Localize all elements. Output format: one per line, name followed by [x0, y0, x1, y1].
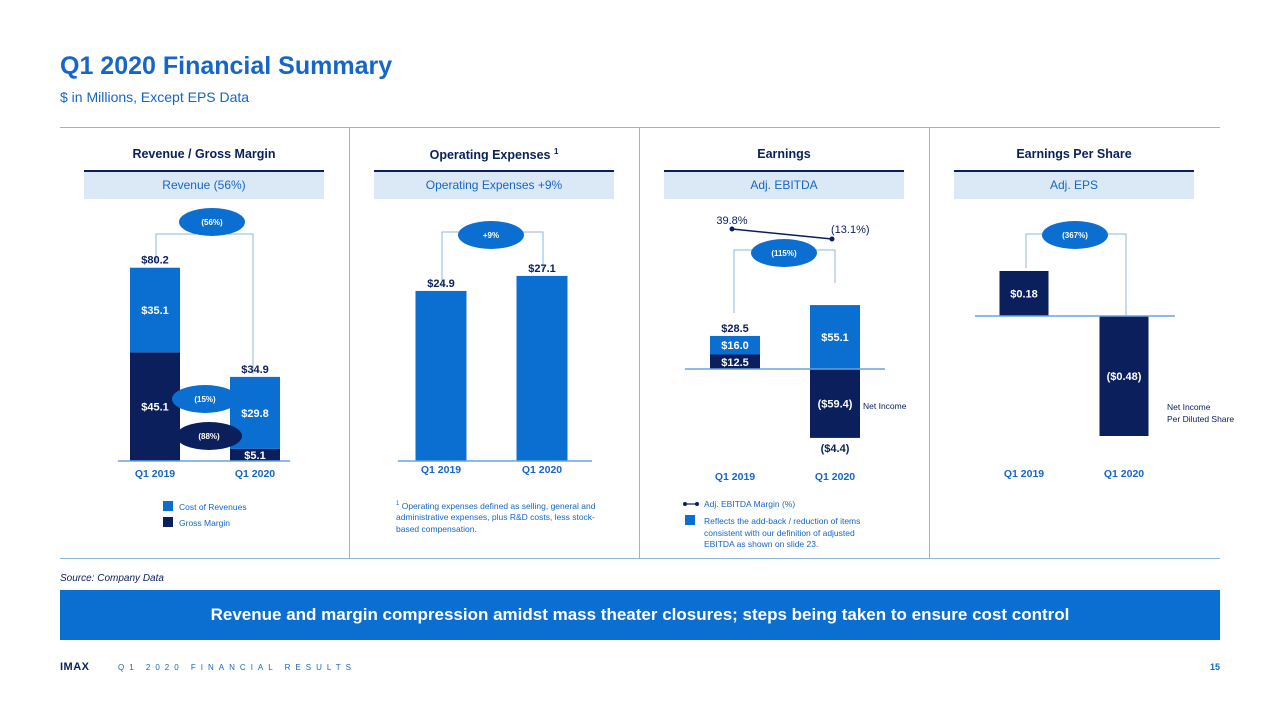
legend-swatch-addback [685, 515, 695, 525]
bar-total-label: $27.1 [528, 263, 556, 275]
bar-segment [130, 267, 180, 353]
category-label: Q1 2020 [235, 468, 275, 480]
legend-swatch-gross-margin [163, 517, 173, 527]
page-number: 15 [1209, 662, 1220, 672]
bar-segment [1099, 316, 1149, 436]
net-income-label: Net Income [863, 401, 907, 411]
bar-total-label: ($4.4) [821, 443, 850, 455]
eps-note: Net Income Per Diluted Share [1167, 402, 1234, 425]
bar-segment [810, 305, 860, 369]
bar-segment [710, 335, 760, 355]
column-divider [349, 128, 350, 558]
bar-value-label: ($0.48) [1107, 371, 1142, 383]
bar-value-label: $35.1 [141, 305, 169, 317]
bar-value-label: $45.1 [141, 402, 169, 414]
bar-segment [999, 271, 1049, 316]
source-note: Source: Company Data [60, 573, 164, 584]
bar-total-label: $80.2 [141, 255, 169, 267]
footnote-marker: 1 [553, 147, 559, 156]
bar-value-label: $29.8 [241, 408, 269, 420]
footer-text: Q1 2020 FINANCIAL RESULTS [118, 663, 356, 672]
column-divider [639, 128, 640, 558]
category-label: Q1 2019 [135, 468, 175, 480]
margin-point [729, 226, 735, 232]
eps-subtitle: Adj. EPS [954, 170, 1194, 199]
earnings-subtitle: Adj. EBITDA [664, 170, 904, 199]
bar-segment [516, 275, 568, 461]
bar-total-label: $34.9 [241, 364, 269, 376]
change-label: (88%) [198, 432, 220, 441]
change-oval [176, 422, 242, 450]
change-label: (56%) [201, 218, 223, 227]
change-oval [179, 208, 245, 236]
summary-banner: Revenue and margin compression amidst ma… [60, 590, 1220, 640]
bar-value-label: $5.1 [244, 450, 265, 462]
column-divider [929, 128, 930, 558]
opex-footnote: 1 Operating expenses defined as selling,… [396, 499, 596, 535]
bar-total-label: $24.9 [427, 278, 455, 290]
change-oval [458, 221, 524, 249]
bar-value-label: $0.18 [1010, 289, 1038, 301]
bar-total-label: $28.5 [721, 323, 749, 335]
legend-ebitda-margin: Adj. EBITDA Margin (%) [704, 499, 796, 509]
revenue-panel-title: Revenue / Gross Margin [84, 147, 324, 161]
margin-line [731, 228, 833, 240]
category-label: Q1 2019 [421, 464, 461, 476]
change-oval [1042, 221, 1108, 249]
bar-segment [230, 448, 280, 461]
revenue-subtitle: Revenue (56%) [84, 170, 324, 199]
opex-subtitle: Operating Expenses +9% [374, 170, 614, 199]
bar-value-label: $16.0 [721, 340, 749, 352]
title-text: Operating Expenses [429, 148, 551, 163]
bar-segment [130, 352, 180, 461]
title-text: Revenue / Gross Margin [132, 147, 276, 161]
eps-panel-title: Earnings Per Share [1016, 147, 1132, 161]
change-oval [751, 239, 817, 267]
margin-label: (13.1%) [831, 224, 870, 236]
page-title: Q1 2020 Financial Summary [60, 52, 393, 80]
category-label: Q1 2020 [522, 464, 562, 476]
footnote-text: Operating expenses defined as selling, g… [396, 500, 596, 534]
bar-segment [415, 290, 467, 461]
bar-value-label: $55.1 [821, 332, 849, 344]
bar-segment [810, 369, 860, 438]
eps-note-line: Per Diluted Share [1167, 413, 1235, 424]
top-divider [60, 127, 1220, 128]
category-label: Q1 2020 [815, 471, 855, 483]
change-label: +9% [483, 231, 499, 240]
category-label: Q1 2019 [1004, 468, 1044, 480]
change-oval [172, 385, 238, 413]
legend-swatch-cost [163, 501, 173, 511]
imax-logo: IMAX [60, 661, 90, 673]
category-label: Q1 2020 [1104, 468, 1144, 480]
category-label: Q1 2019 [715, 471, 755, 483]
change-label: (15%) [194, 395, 216, 404]
legend-line-marker-icon [683, 502, 699, 506]
change-label: (115%) [771, 249, 797, 258]
legend-cost-of-revenues: Cost of Revenues [179, 502, 247, 512]
footnote-marker: 1 [396, 501, 400, 507]
legend-addback: Reflects the add-back / reduction of ite… [704, 516, 861, 549]
page-subtitle: $ in Millions, Except EPS Data [60, 89, 250, 105]
margin-label: 39.8% [716, 215, 747, 227]
bar-value-label: $12.5 [721, 357, 749, 369]
bottom-divider [60, 558, 1220, 559]
bar-segment [710, 354, 760, 369]
change-label: (367%) [1062, 231, 1088, 240]
eps-note-line: Net Income [1167, 402, 1211, 412]
opex-panel-title: Operating Expenses 1 [374, 147, 614, 162]
earnings-panel-title: Earnings [757, 147, 811, 161]
bar-value-label: ($59.4) [818, 398, 853, 410]
margin-point [829, 236, 835, 242]
legend-gross-margin: Gross Margin [179, 518, 231, 528]
